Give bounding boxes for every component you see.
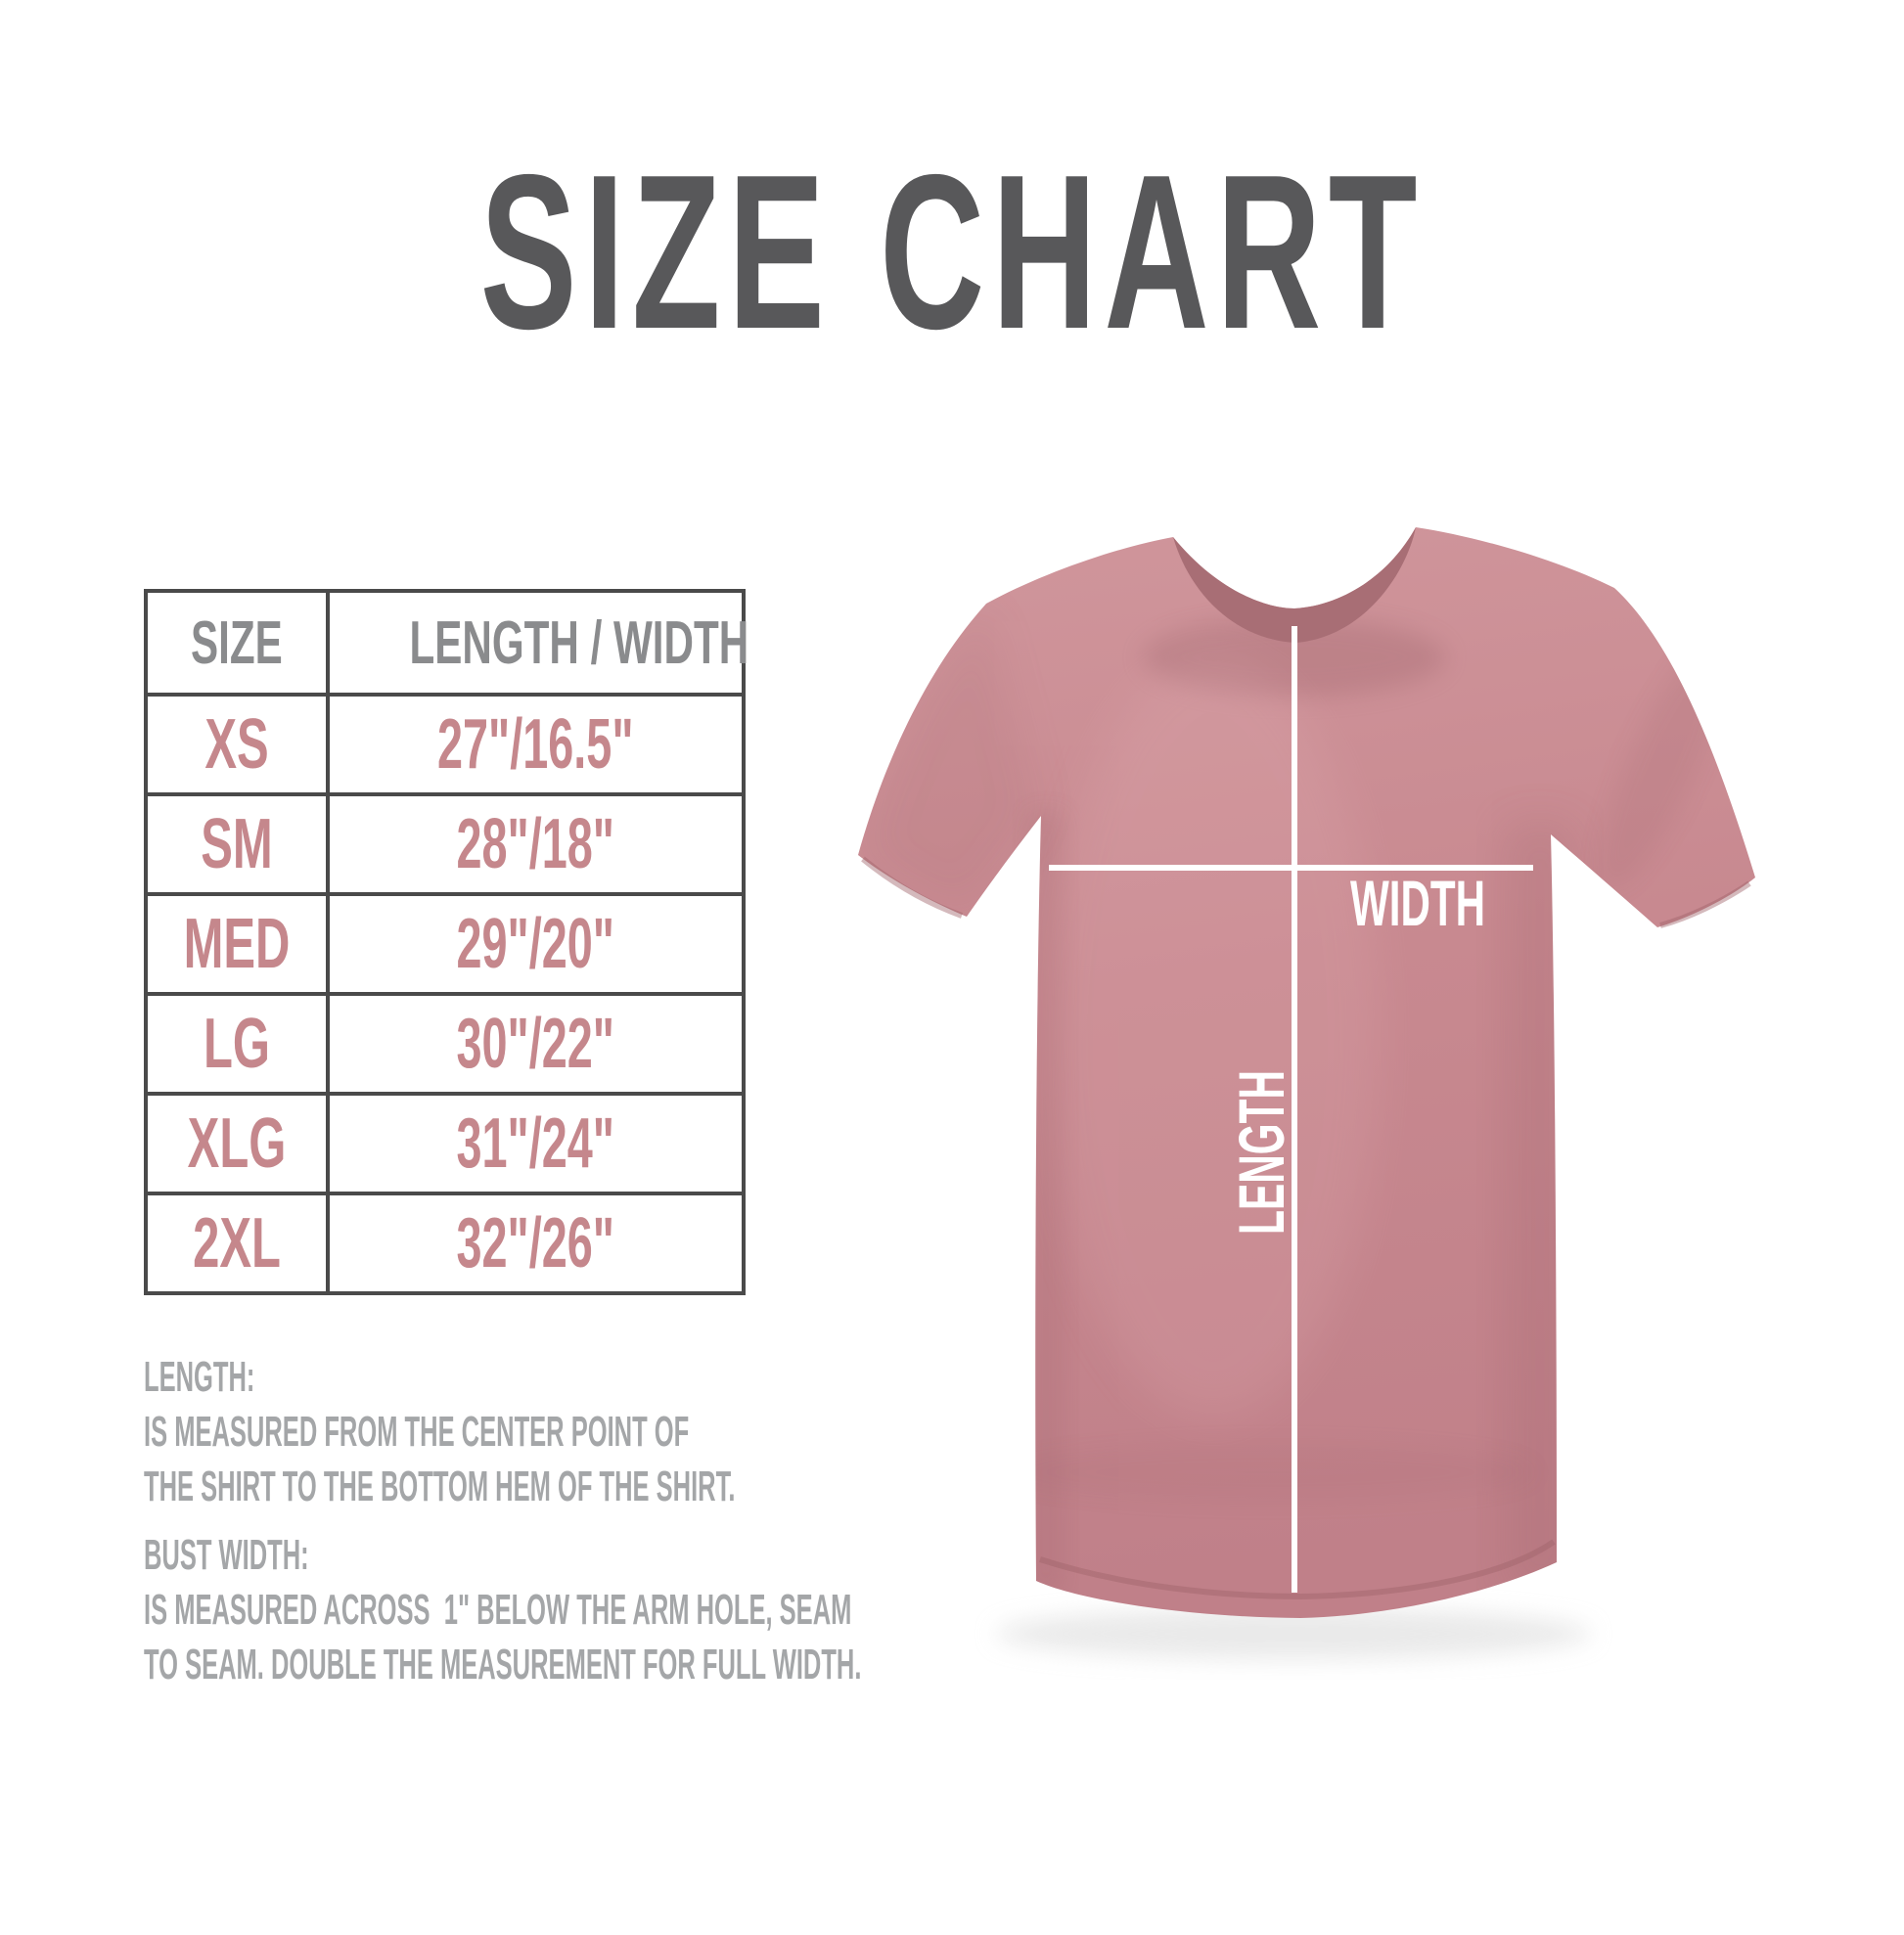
size-cell: 2XL [144,1192,330,1295]
value-cell: 27"/16.5" [326,693,746,796]
value-cell: 31"/24" [326,1092,746,1195]
bust-width-note-line: IS MEASURED ACROSS 1" BELOW THE ARM HOLE… [144,1586,852,1634]
value-cell: 32"/26" [326,1192,746,1295]
size-cell: XS [144,693,330,796]
table-header-row: SIZE LENGTH / WIDTH [144,589,748,697]
page-title: SIZE CHART [0,142,1904,362]
page-title-text: SIZE CHART [479,128,1425,375]
value-cell: 30"/22" [326,992,746,1096]
table-row: XS 27"/16.5" [144,693,746,796]
measurement-notes: LENGTH: IS MEASURED FROM THE CENTER POIN… [144,1350,1382,1692]
table-row: SM 28"/18" [144,792,746,896]
size-cell: MED [144,892,330,996]
value-cell: 29"/20" [326,892,746,996]
table-row: MED 29"/20" [144,892,746,996]
table-row: XLG 31"/24" [144,1092,746,1195]
length-note-line: IS MEASURED FROM THE CENTER POINT OF [144,1408,690,1456]
length-note: LENGTH: IS MEASURED FROM THE CENTER POIN… [144,1350,1382,1514]
size-cell: XLG [144,1092,330,1195]
width-line [1049,865,1533,871]
table-row: LG 30"/22" [144,992,746,1096]
shirt-ground-shadow [995,1608,1592,1659]
size-cell: SM [144,792,330,896]
length-line [1292,626,1297,1593]
header-cell-length-width: LENGTH / WIDTH [326,589,748,697]
length-note-heading: LENGTH: [144,1353,255,1401]
length-note-line: THE SHIRT TO THE BOTTOM HEM OF THE SHIRT… [144,1462,736,1510]
length-label: LENGTH [1225,1070,1297,1235]
bust-width-note-line: TO SEAM. DOUBLE THE MEASUREMENT FOR FULL… [144,1641,862,1688]
width-label: WIDTH [1350,867,1485,939]
size-table: SIZE LENGTH / WIDTH XS 27"/16.5" SM 28"/… [144,589,748,1295]
size-cell: LG [144,992,330,1096]
table-row: 2XL 32"/26" [144,1192,746,1295]
tshirt-hem-stitches [861,856,1751,1600]
bust-width-note: BUST WIDTH: IS MEASURED ACROSS 1" BELOW … [144,1528,1382,1692]
tshirt-collar [1173,527,1416,643]
bust-width-note-heading: BUST WIDTH: [144,1531,309,1579]
header-cell-size: SIZE [144,589,330,697]
value-cell: 28"/18" [326,792,746,896]
